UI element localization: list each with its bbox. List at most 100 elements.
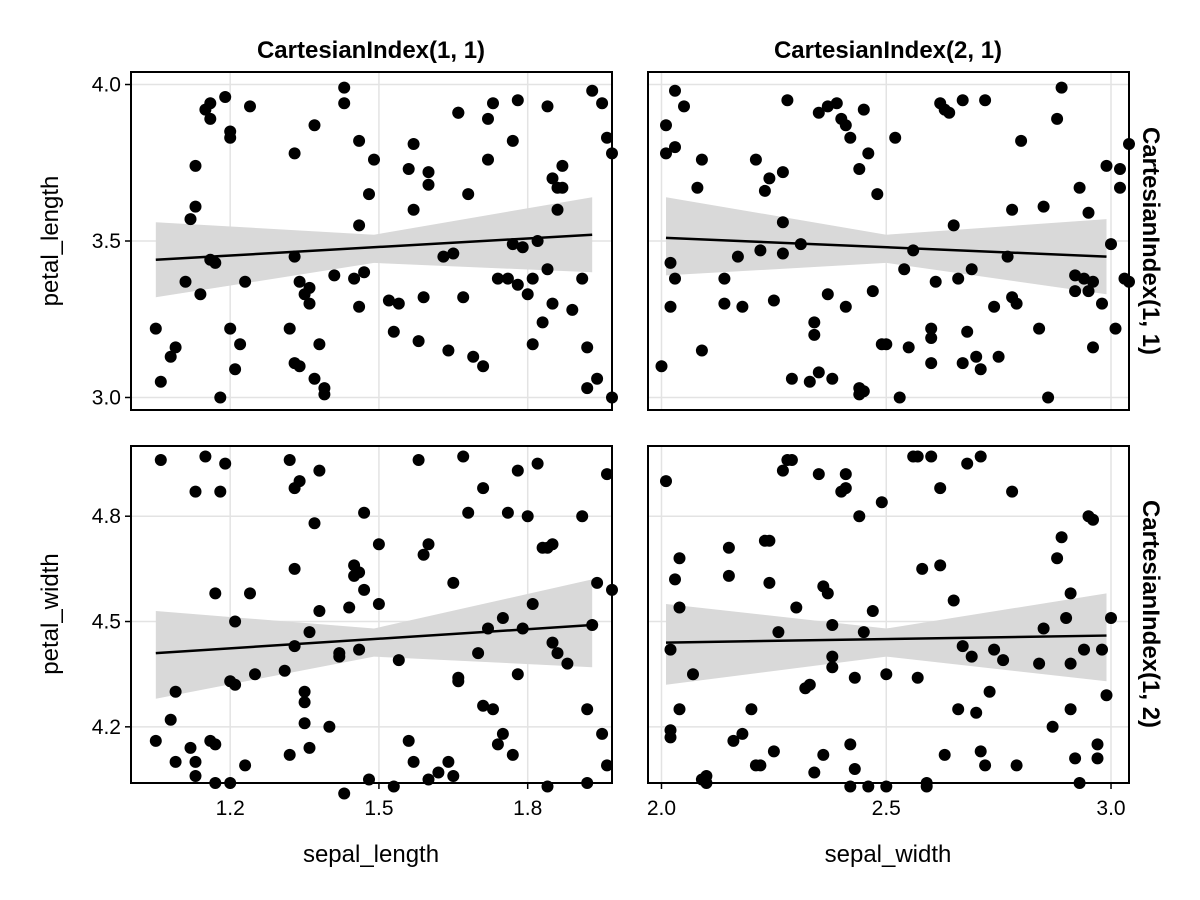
data-point-r1c2-21 <box>776 247 789 260</box>
data-point-r1c1-49 <box>402 163 415 175</box>
data-point-r1c2-7 <box>669 141 681 154</box>
data-point-r2c2-16 <box>745 703 758 716</box>
y-tick-label-r2c1-0: 4.2 <box>92 716 121 739</box>
data-point-r2c1-72 <box>491 738 504 751</box>
data-point-r1c2-70 <box>979 94 992 107</box>
data-point-r1c1-58 <box>447 247 460 260</box>
data-point-r1c2-82 <box>1055 81 1068 94</box>
data-point-r2c2-60 <box>934 482 947 495</box>
data-point-r2c2-37 <box>826 619 839 631</box>
data-point-r1c1-36 <box>328 269 341 282</box>
data-point-r1c1-93 <box>596 97 609 110</box>
data-point-r2c1-78 <box>511 668 524 681</box>
data-point-r1c1-68 <box>491 272 504 285</box>
data-point-r1c1-54 <box>422 166 435 179</box>
data-point-r1c1-85 <box>556 181 569 194</box>
data-point-r2c2-20 <box>763 534 776 547</box>
data-point-r1c2-11 <box>695 153 708 166</box>
data-point-r2c2-92 <box>1096 643 1108 656</box>
data-point-r2c1-99 <box>358 583 371 596</box>
data-point-r2c2-11 <box>700 770 713 782</box>
data-point-r2c1-26 <box>288 640 301 653</box>
data-point-r1c1-63 <box>467 350 480 363</box>
data-point-r2c1-97 <box>601 468 613 481</box>
data-point-r2c1-27 <box>288 562 301 575</box>
data-point-r1c2-69 <box>974 363 987 376</box>
data-point-r2c2-89 <box>1087 513 1099 526</box>
y-axis-label-row-1: petal_length <box>37 176 64 307</box>
data-point-r1c2-57 <box>925 322 938 335</box>
row-title-2: CartesianIndex(1, 2) <box>1137 500 1164 728</box>
data-point-r1c2-19 <box>763 172 776 185</box>
data-point-r1c2-73 <box>1001 250 1014 263</box>
data-point-r1c2-67 <box>965 263 978 276</box>
data-point-r1c2-0 <box>655 360 668 373</box>
data-point-r1c1-31 <box>308 119 321 132</box>
data-point-r1c2-17 <box>754 244 767 257</box>
data-point-r2c2-5 <box>673 703 686 716</box>
data-point-r2c2-84 <box>1064 657 1077 670</box>
data-point-r1c2-77 <box>1015 134 1028 147</box>
data-point-r1c2-9 <box>691 181 704 194</box>
data-point-r2c1-45 <box>353 566 366 579</box>
data-point-r1c1-91 <box>586 84 599 97</box>
data-point-r2c1-79 <box>516 622 529 635</box>
data-point-r2c1-30 <box>298 696 311 709</box>
data-point-r2c1-4 <box>169 685 182 698</box>
data-point-r1c1-8 <box>194 288 207 301</box>
data-point-r2c1-18 <box>229 678 242 691</box>
data-point-r1c2-52 <box>898 263 911 276</box>
x-tick-label-r2c1-1: 1.5 <box>364 797 393 820</box>
data-point-r1c2-16 <box>749 153 762 166</box>
data-point-r2c2-29 <box>803 678 816 691</box>
data-point-r2c2-91 <box>1091 738 1104 751</box>
panel-frame-r1c2 <box>647 71 1130 411</box>
data-point-r1c1-71 <box>506 238 519 251</box>
data-point-r1c2-6 <box>669 272 681 285</box>
data-point-r1c1-35 <box>318 388 331 401</box>
data-point-r1c2-92 <box>1100 159 1113 172</box>
data-point-r2c1-54 <box>407 755 420 768</box>
column-title-1: CartesianIndex(1, 1) <box>257 37 485 64</box>
data-point-r2c2-8 <box>687 668 699 681</box>
data-point-r2c2-39 <box>839 468 852 481</box>
data-point-r1c2-90 <box>1087 341 1099 354</box>
data-point-r2c2-67 <box>970 706 983 719</box>
data-point-r2c1-32 <box>298 717 311 730</box>
data-point-r2c2-55 <box>916 562 929 575</box>
data-point-r2c1-96 <box>601 759 613 772</box>
data-point-r2c1-2 <box>164 713 177 726</box>
data-point-r2c1-94 <box>591 576 604 589</box>
data-point-r1c2-43 <box>857 385 870 398</box>
data-point-r1c1-90 <box>581 382 594 395</box>
data-point-r1c1-23 <box>283 322 296 335</box>
data-point-r2c2-69 <box>974 745 987 758</box>
data-point-r2c2-27 <box>790 601 803 614</box>
data-point-r1c2-42 <box>853 163 866 175</box>
data-point-r1c1-76 <box>526 272 539 285</box>
data-point-r1c1-22 <box>244 100 256 113</box>
data-point-r2c2-82 <box>1064 587 1077 600</box>
data-point-r2c1-55 <box>412 454 425 466</box>
data-point-r2c1-33 <box>303 741 316 754</box>
data-point-r1c2-44 <box>857 103 870 116</box>
confidence-band-r1c2 <box>666 197 1107 295</box>
y-tick-label-r1c1-1: 3.5 <box>92 230 121 253</box>
data-point-r2c2-0 <box>660 475 672 488</box>
data-point-r1c2-2 <box>660 147 672 160</box>
data-point-r1c2-20 <box>767 294 780 307</box>
data-point-r1c2-5 <box>669 84 681 97</box>
data-point-r2c2-75 <box>1010 759 1023 772</box>
data-point-r2c2-72 <box>988 643 1001 656</box>
data-point-r2c2-22 <box>767 745 780 758</box>
data-point-r1c2-10 <box>695 344 708 357</box>
data-point-r2c2-40 <box>839 482 852 495</box>
data-point-r2c1-34 <box>303 626 316 639</box>
data-point-r2c1-15 <box>219 457 232 470</box>
data-point-r1c1-53 <box>417 291 430 304</box>
data-point-r2c2-62 <box>947 594 960 607</box>
data-point-r1c1-40 <box>353 134 366 147</box>
data-point-r2c1-7 <box>189 755 202 768</box>
data-point-r2c2-87 <box>1078 643 1090 656</box>
data-point-r2c1-59 <box>432 766 445 779</box>
